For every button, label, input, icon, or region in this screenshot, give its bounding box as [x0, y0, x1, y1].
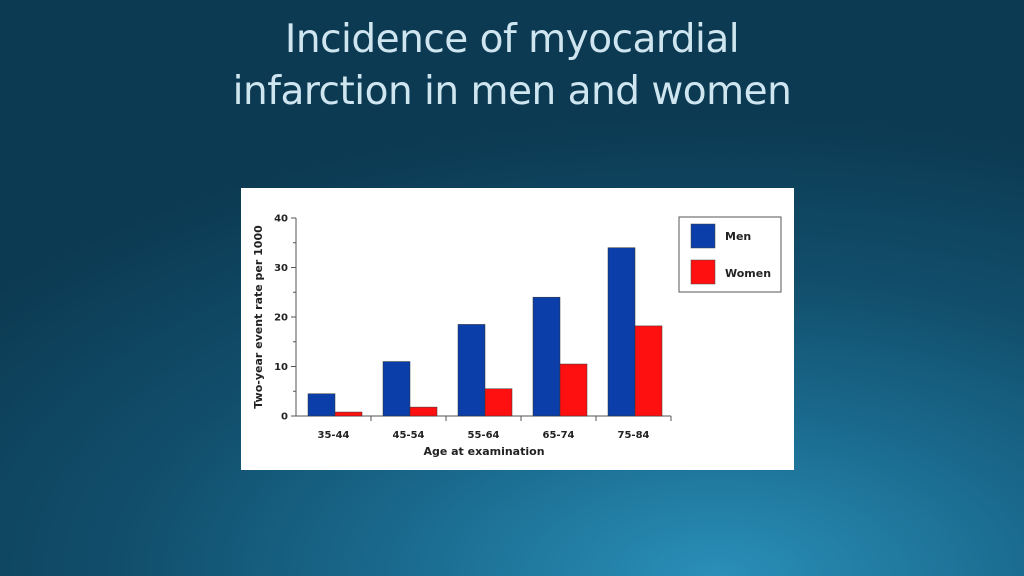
bar-women-35-44 — [334, 411, 363, 417]
bar-chart: 0 10 20 30 40 35-44 45-54 55-64 65-74 75-84 Two-… — [252, 214, 782, 458]
bar-men-55-64 — [457, 324, 486, 417]
bar-men-75-84 — [607, 247, 636, 417]
y-axis-title: Two-year event rate per 1000 — [252, 225, 265, 409]
bar-men-65-74 — [532, 296, 561, 417]
y-tick-label: 0 — [281, 412, 288, 423]
bar-women-55-64 — [484, 388, 513, 417]
bar-men-35-44 — [307, 393, 336, 417]
chart-panel: 0 10 20 30 40 35-44 45-54 55-64 65-74 75-84 Two-… — [241, 188, 794, 470]
bar-men-45-54 — [382, 361, 411, 417]
slide-title: Incidence of myocardial infarction in me… — [0, 14, 1024, 118]
y-tick-label: 20 — [274, 313, 288, 324]
x-tick-label: 75-84 — [618, 430, 650, 441]
bar-women-75-84 — [634, 325, 663, 417]
bar-women-45-54 — [409, 406, 438, 417]
y-ticks: 0 10 20 30 40 — [274, 214, 296, 423]
y-tick-label: 30 — [274, 263, 288, 274]
legend-label-men: Men — [725, 230, 751, 243]
x-tick-label: 65-74 — [543, 430, 575, 441]
y-tick-label: 10 — [274, 362, 288, 373]
slide-title-line2: infarction in men and women — [232, 69, 792, 114]
x-axis-title: Age at examination — [423, 445, 544, 458]
x-tick-label: 45-54 — [393, 430, 425, 441]
x-tick-label: 55-64 — [468, 430, 500, 441]
chart-legend: Men Women — [678, 216, 782, 293]
y-tick-label: 40 — [274, 214, 288, 225]
bars — [307, 247, 663, 417]
x-ticks: 35-44 45-54 55-64 65-74 75-84 — [318, 416, 672, 441]
legend-swatch-men — [690, 223, 716, 249]
x-tick-label: 35-44 — [318, 430, 350, 441]
bar-women-65-74 — [559, 363, 588, 417]
slide-title-line1: Incidence of myocardial — [284, 17, 740, 62]
legend-label-women: Women — [725, 267, 771, 280]
legend-swatch-women — [690, 259, 716, 285]
